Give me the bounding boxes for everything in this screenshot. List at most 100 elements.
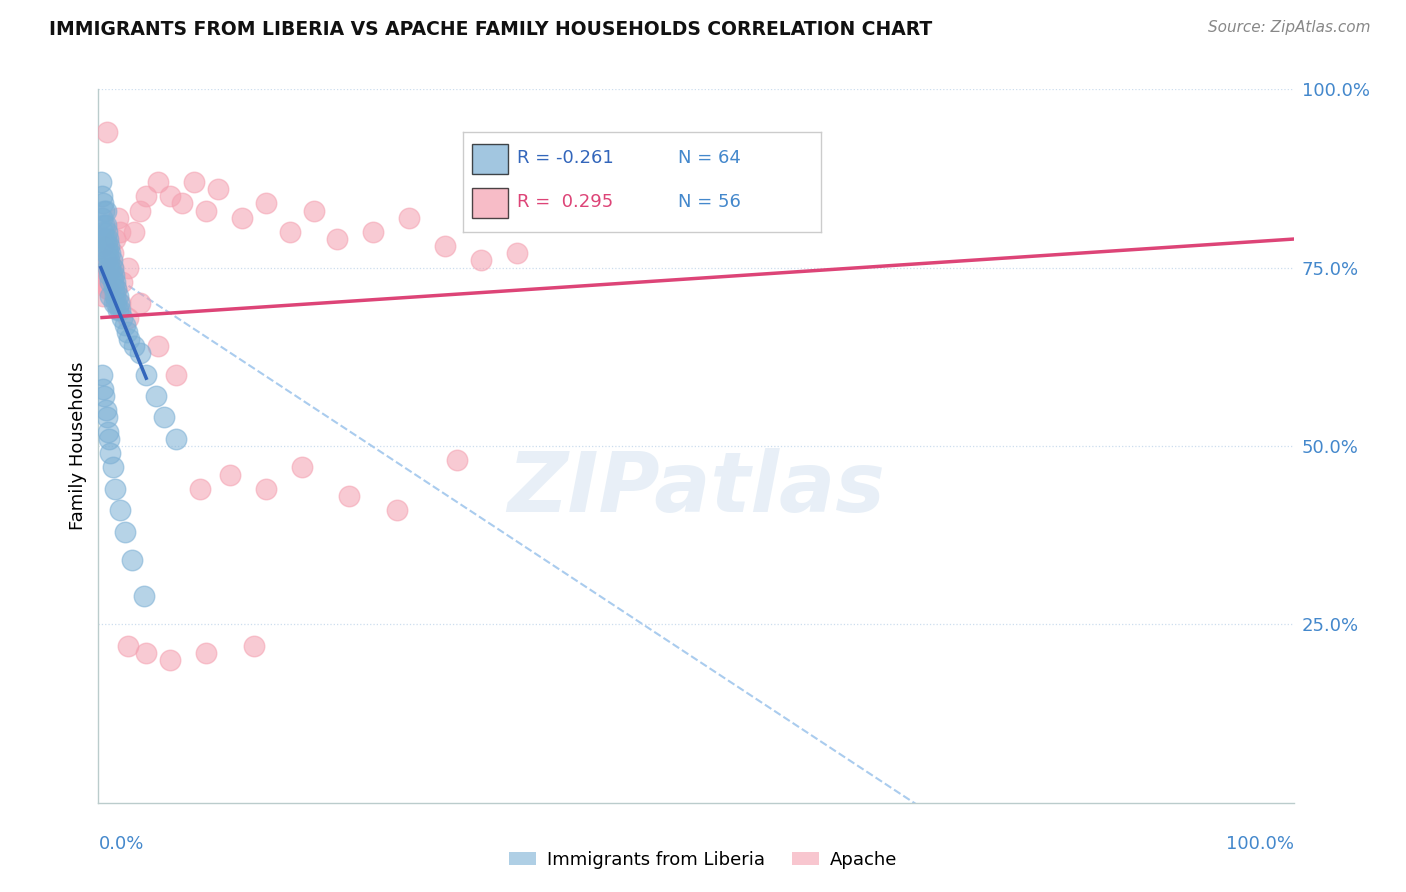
Y-axis label: Family Households: Family Households [69, 362, 87, 530]
Point [98, 260, 122, 275]
Point [98, 253, 121, 268]
Point [115, 325, 138, 339]
Point [93, 389, 115, 403]
Point [94, 246, 117, 260]
Point [153, 410, 176, 425]
Point [108, 296, 131, 310]
Point [135, 368, 157, 382]
Point [111, 310, 134, 325]
Point [118, 332, 141, 346]
Point [124, 339, 146, 353]
Point [107, 303, 129, 318]
Point [165, 432, 187, 446]
Point [129, 203, 152, 218]
Point [207, 182, 229, 196]
Point [98, 239, 121, 253]
Point [90, 175, 112, 189]
Point [96, 253, 118, 268]
Point [385, 503, 409, 517]
Point [108, 503, 131, 517]
Point [108, 225, 131, 239]
Point [98, 260, 122, 275]
Point [107, 289, 129, 303]
Point [117, 639, 139, 653]
Point [124, 225, 146, 239]
Point [96, 268, 118, 282]
Point [93, 232, 115, 246]
Point [93, 218, 115, 232]
Point [278, 225, 301, 239]
Point [91, 289, 114, 303]
Point [195, 203, 218, 218]
Point [91, 239, 114, 253]
Point [91, 196, 114, 211]
Point [104, 482, 127, 496]
Point [434, 239, 457, 253]
Point [91, 211, 114, 225]
Point [96, 125, 118, 139]
Text: Source: ZipAtlas.com: Source: ZipAtlas.com [1208, 20, 1371, 35]
Point [470, 253, 492, 268]
Text: 100.0%: 100.0% [1226, 835, 1294, 853]
Point [159, 189, 181, 203]
Point [108, 303, 131, 318]
Point [135, 189, 157, 203]
Point [97, 260, 120, 275]
Point [172, 196, 194, 211]
Point [94, 403, 117, 417]
Point [101, 275, 124, 289]
Text: IMMIGRANTS FROM LIBERIA VS APACHE FAMILY HOUSEHOLDS CORRELATION CHART: IMMIGRANTS FROM LIBERIA VS APACHE FAMILY… [49, 20, 932, 38]
Point [111, 275, 134, 289]
Point [117, 260, 139, 275]
Point [148, 339, 170, 353]
Point [291, 460, 314, 475]
Point [101, 246, 124, 260]
Point [183, 175, 205, 189]
Point [103, 296, 125, 310]
Point [302, 203, 325, 218]
Point [97, 425, 120, 439]
Point [93, 275, 115, 289]
Point [114, 318, 136, 332]
Point [94, 232, 117, 246]
Point [107, 296, 129, 310]
Point [446, 453, 468, 467]
Text: 0.0%: 0.0% [98, 835, 143, 853]
Point [159, 653, 181, 667]
Point [104, 275, 127, 289]
Point [100, 268, 122, 282]
Point [339, 489, 361, 503]
Point [93, 203, 115, 218]
Point [254, 482, 277, 496]
Point [97, 246, 120, 260]
Point [103, 268, 125, 282]
Point [103, 282, 125, 296]
Point [188, 482, 211, 496]
Point [148, 175, 170, 189]
Point [105, 296, 128, 310]
Point [114, 524, 136, 539]
Point [105, 282, 128, 296]
Point [135, 646, 157, 660]
Point [231, 211, 253, 225]
Legend: Immigrants from Liberia, Apache: Immigrants from Liberia, Apache [502, 844, 904, 876]
Point [219, 467, 242, 482]
Point [121, 553, 143, 567]
Point [107, 211, 129, 225]
Text: ZIPatlas: ZIPatlas [508, 449, 884, 529]
Point [91, 382, 114, 396]
Point [129, 346, 152, 360]
Point [363, 225, 385, 239]
Point [97, 232, 120, 246]
Point [93, 275, 115, 289]
Point [506, 246, 529, 260]
Point [96, 410, 118, 425]
Point [98, 446, 122, 460]
Point [101, 260, 124, 275]
Point [96, 239, 118, 253]
Point [97, 282, 120, 296]
Point [104, 289, 127, 303]
Point [91, 225, 114, 239]
Point [165, 368, 187, 382]
Point [132, 589, 155, 603]
